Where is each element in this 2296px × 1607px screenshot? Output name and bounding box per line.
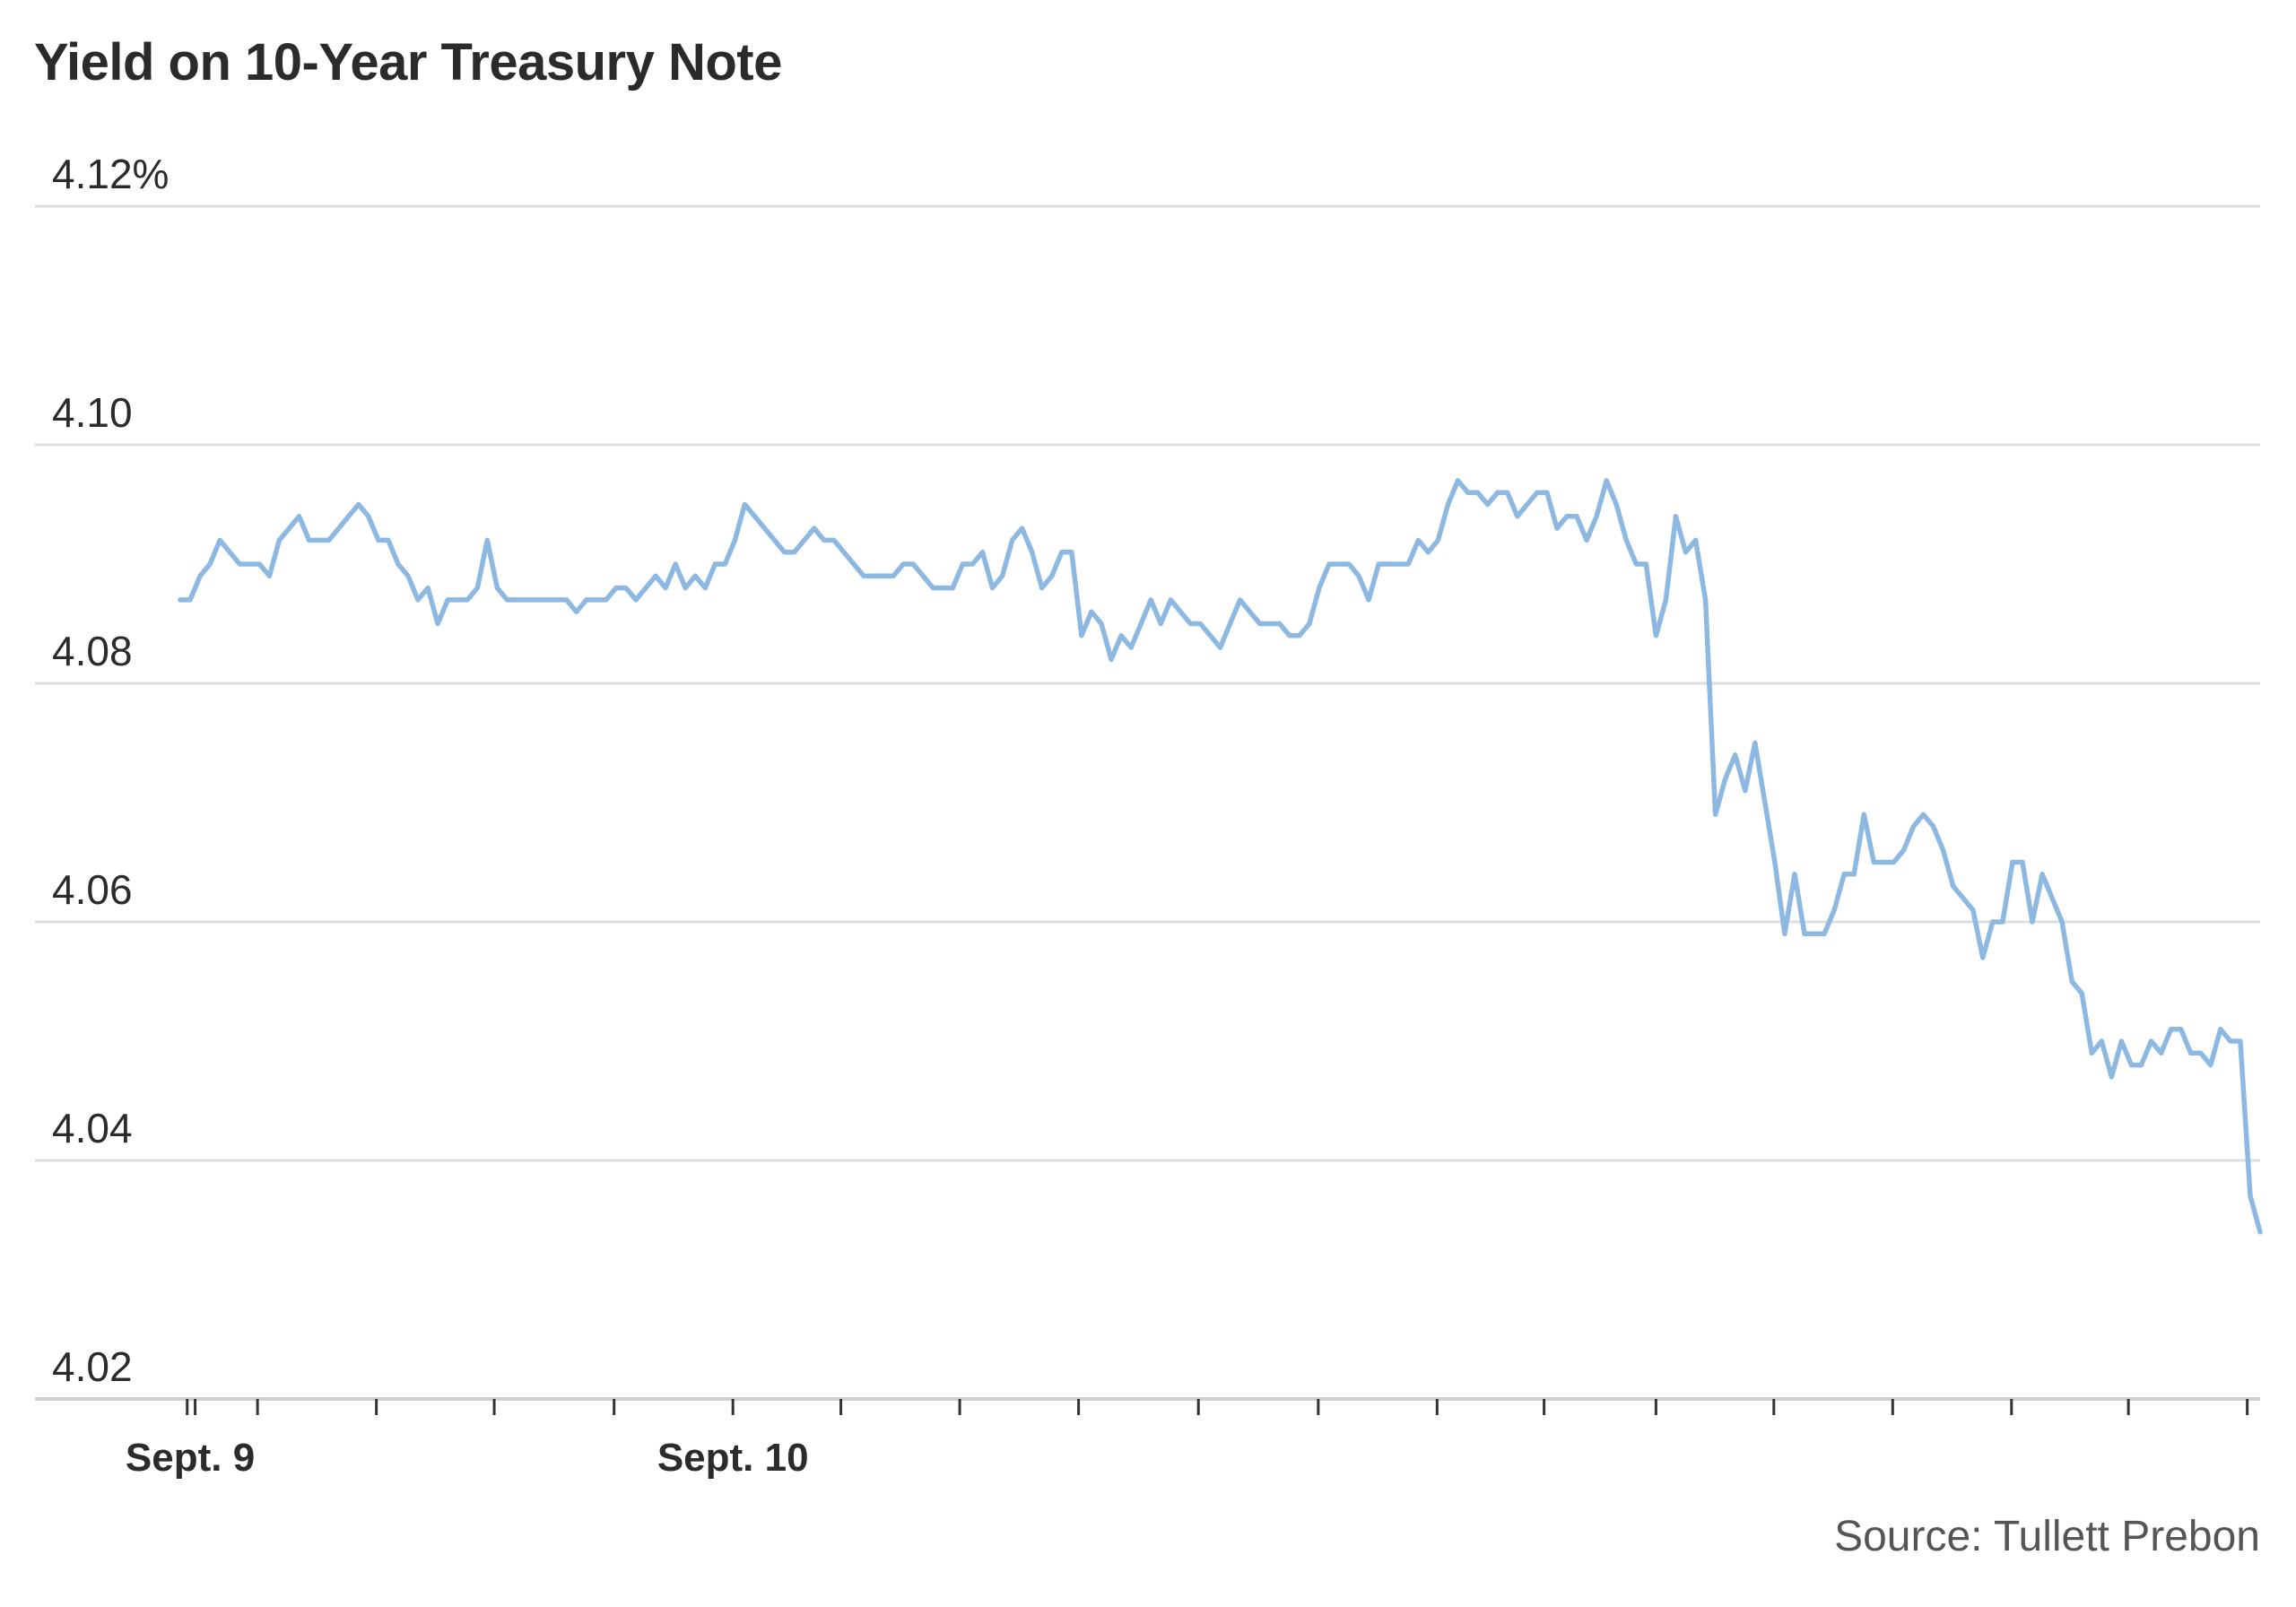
x-tick-label: Sept. 9 — [126, 1436, 255, 1480]
chart-title: Yield on 10-Year Treasury Note — [34, 33, 782, 91]
y-tick-label: 4.04 — [52, 1105, 133, 1151]
y-tick-label: 4.06 — [52, 866, 133, 913]
y-tick-label: 4.02 — [52, 1343, 133, 1390]
y-tick-label: 4.10 — [52, 389, 133, 436]
source-note: Source: Tullett Prebon — [1834, 1513, 2260, 1560]
yield-line — [178, 478, 2263, 1235]
y-tick-label: 4.12% — [52, 151, 169, 197]
x-tick-label: Sept. 10 — [657, 1436, 809, 1480]
y-tick-label: 4.08 — [52, 628, 133, 674]
